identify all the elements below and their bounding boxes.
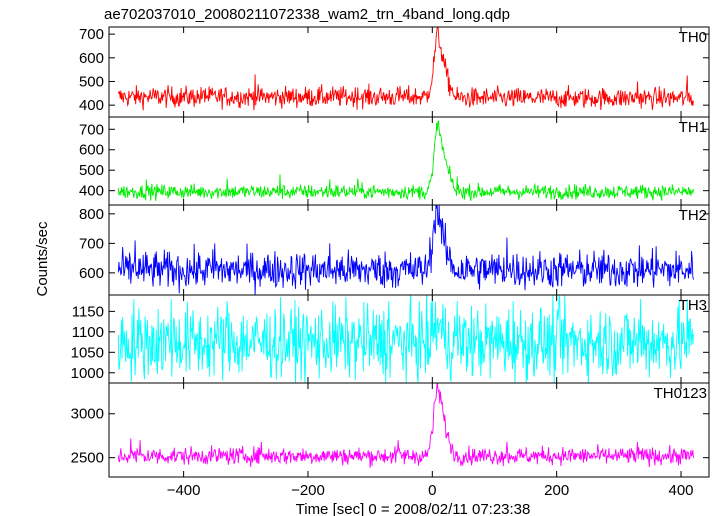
series-th1 <box>117 120 694 202</box>
panel-th2: 600 700 800 TH2 <box>79 204 710 296</box>
y-tick-label: 700 <box>79 121 104 138</box>
y-tick-label: 400 <box>79 97 104 114</box>
panel-th1: 400 500 600 700 TH1 <box>79 116 710 206</box>
chart-title: ae702037010_20080211072338_wam2_trn_4ban… <box>104 6 510 23</box>
series-th0 <box>117 27 694 111</box>
x-tick-label: 0 <box>428 482 436 499</box>
y-tick-label: 600 <box>79 142 104 159</box>
panel-label: TH0123 <box>654 385 707 402</box>
panel-th0123: 2500 3000 TH0123 <box>71 382 710 478</box>
y-tick-label: 500 <box>79 162 104 179</box>
y-tick-label: 400 <box>79 183 104 200</box>
y-tick-label: 1150 <box>72 303 104 320</box>
panel-label: TH0 <box>679 29 707 46</box>
y-tick-label: 600 <box>79 50 104 67</box>
x-tick-label: −200 <box>291 482 325 499</box>
panel-th3: 1000 1050 1100 1150 TH3 <box>71 294 710 384</box>
panel-frame <box>108 26 710 118</box>
y-tick-label: 2500 <box>71 450 104 467</box>
series-th0123 <box>117 383 694 468</box>
panel-label: TH2 <box>679 207 707 224</box>
y-tick-label: 700 <box>79 235 104 252</box>
y-tick-label: 1000 <box>71 365 104 382</box>
series-th2 <box>117 205 694 295</box>
x-tick-label: 200 <box>544 482 569 499</box>
x-tick-label: 400 <box>669 482 694 499</box>
x-axis-label: Time [sec] 0 = 2008/02/11 07:23:38 <box>296 501 531 516</box>
y-tick-label: 500 <box>79 73 104 90</box>
x-tick-label: −400 <box>167 482 201 499</box>
y-tick-label: 1050 <box>71 344 104 361</box>
y-tick-label: 3000 <box>71 406 104 423</box>
series-th3 <box>117 295 694 383</box>
y-tick-label: 600 <box>79 265 104 282</box>
panel-label: TH1 <box>679 119 707 136</box>
y-tick-label: 800 <box>79 206 104 223</box>
y-tick-label: 1100 <box>72 324 104 341</box>
panel-th0: 400 500 600 700 TH0 <box>79 26 710 118</box>
panel-frame <box>108 382 710 478</box>
y-axis-label: Counts/sec <box>34 221 51 297</box>
y-tick-label: 700 <box>79 26 104 43</box>
panel-label: TH3 <box>679 297 707 314</box>
